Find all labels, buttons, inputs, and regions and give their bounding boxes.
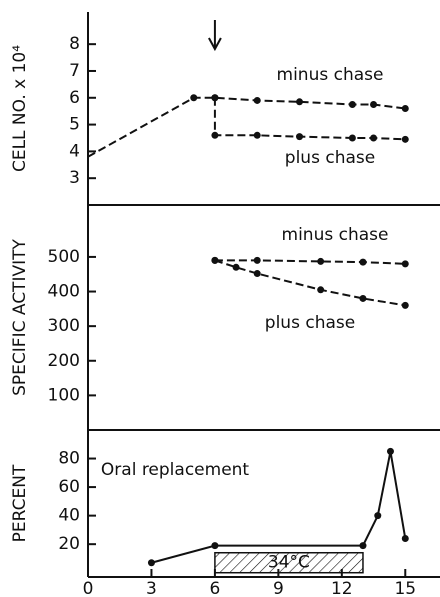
data-point [296, 133, 304, 141]
data-point [359, 294, 367, 302]
arrow-head [208, 37, 222, 52]
data-point [232, 263, 240, 271]
series-line [87, 96, 406, 158]
y-tick-label: 200 [48, 351, 80, 371]
y-tick-label: 100 [48, 385, 80, 405]
data-point [253, 256, 261, 264]
y-tick-label: 3 [69, 168, 80, 188]
data-point [190, 94, 198, 102]
y-axis-label: PERCENT [10, 464, 30, 542]
data-point [211, 131, 219, 139]
series-label: plus chase [265, 313, 355, 333]
data-point [401, 301, 409, 309]
data-point [370, 134, 378, 142]
data-point [370, 100, 378, 108]
y-tick-label: 8 [69, 34, 80, 54]
y-tick-label: 5 [69, 115, 80, 135]
data-point [253, 270, 261, 278]
data-point [359, 258, 367, 266]
data-point [401, 534, 409, 542]
series-label: minus chase [277, 65, 384, 85]
data-point [147, 559, 155, 567]
data-point [211, 256, 219, 264]
y-tick-label: 400 [48, 282, 80, 302]
y-tick-label: 80 [58, 449, 80, 469]
region-label: 34°C [268, 553, 310, 573]
x-tick-label: 9 [273, 579, 284, 597]
data-point [386, 447, 394, 455]
series-line [214, 259, 406, 307]
data-point [401, 135, 409, 143]
y-tick-label: 300 [48, 316, 80, 336]
data-point [348, 134, 356, 142]
x-tick-label: 12 [331, 579, 353, 597]
x-tick-label: 15 [394, 579, 416, 597]
hatched-region [214, 551, 364, 574]
data-point [317, 257, 325, 265]
data-point [401, 105, 409, 112]
y-tick-label: 500 [48, 247, 80, 267]
data-point [253, 131, 261, 139]
data-point [359, 542, 367, 550]
y-tick-label: 6 [69, 88, 80, 108]
x-tick-label: 3 [146, 579, 157, 597]
x-tick-label: 6 [209, 579, 220, 597]
y-tick-label: 7 [69, 61, 80, 81]
y-tick-label: 60 [58, 477, 80, 497]
annotation: Oral replacement [101, 460, 250, 480]
y-axis-label: SPECIFIC ACTIVITY [10, 239, 30, 396]
data-point [348, 100, 356, 108]
data-point [211, 94, 219, 102]
y-tick-label: 4 [69, 141, 80, 161]
data-point [317, 286, 325, 294]
data-point [253, 96, 261, 104]
series-label: minus chase [282, 225, 389, 245]
data-point [296, 98, 304, 106]
series-line [214, 259, 406, 265]
data-point [401, 260, 409, 268]
series-label: plus chase [285, 148, 375, 168]
y-tick-label: 20 [58, 534, 80, 554]
data-point [374, 512, 382, 520]
x-tick-label: 0 [83, 579, 94, 597]
y-axis-label: CELL NO. x 10⁴ [10, 45, 30, 172]
y-tick-label: 40 [58, 506, 80, 526]
data-point [211, 542, 219, 550]
series-line [151, 451, 407, 564]
